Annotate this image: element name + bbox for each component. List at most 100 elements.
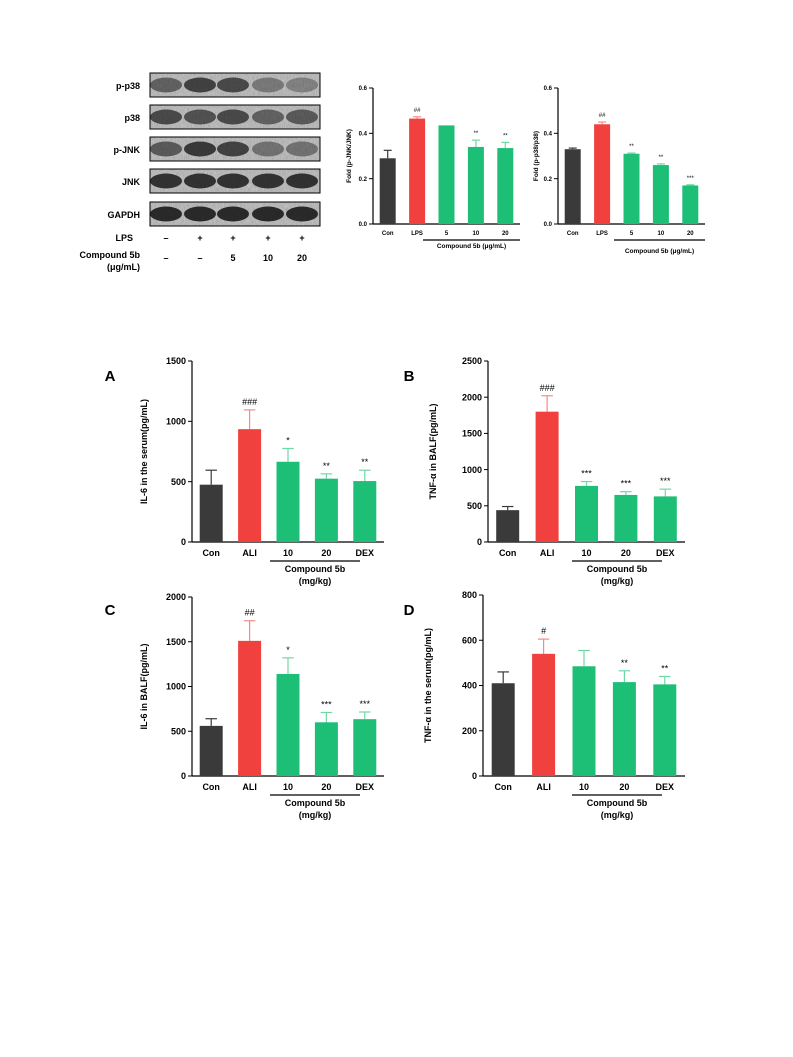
blot-texture [150, 105, 320, 129]
group-unit-label: (mg/kg) [299, 576, 332, 586]
bar-dex [353, 719, 377, 776]
chart-panel-a: 0 500 1000 1500 IL-6 in the serum(pg/mL) Con #… [105, 356, 384, 586]
bar-con [199, 484, 223, 542]
y-axis-label: Fold (p-p38/p38) [533, 131, 540, 181]
y-axis-label: Fold (p-JNK/JNK) [346, 129, 353, 183]
bar-10 [572, 666, 596, 776]
bar-con [496, 510, 520, 542]
bar-20 [612, 682, 636, 776]
x-tick-label: 5 [630, 231, 634, 237]
group-label: Compound 5b [285, 564, 346, 574]
x-tick-label: DEX [356, 782, 375, 792]
lps-value: + [197, 233, 202, 243]
chart-panel-d: 0 200 400 600 800 TNF-α in the serum(pg/mL) Co… [404, 590, 685, 820]
bar-lps [409, 118, 426, 224]
group-label: Compound 5b (μg/mL) [437, 243, 506, 250]
bar-20 [314, 478, 338, 542]
significance-mark: *** [360, 699, 371, 709]
x-tick-label: 10 [579, 782, 589, 792]
bar-ali [238, 429, 262, 542]
x-tick-label: 10 [581, 548, 591, 558]
x-tick-label: 10 [283, 782, 293, 792]
y-tick-label: 0 [472, 771, 477, 781]
x-tick-label: Con [202, 782, 220, 792]
x-tick-label: Con [382, 231, 394, 237]
significance-mark: * [286, 435, 290, 445]
compound-value: – [197, 253, 202, 263]
lps-value: + [230, 233, 235, 243]
significance-mark: ### [540, 383, 555, 393]
x-tick-label: 20 [619, 782, 629, 792]
group-label: Compound 5b (μg/mL) [625, 248, 694, 255]
chart-panel-c: 0 500 1000 1500 2000 IL-6 in BALF(pg/mL) Con ##… [105, 592, 384, 820]
x-tick-label: Con [494, 782, 512, 792]
compound-unit-label: (μg/mL) [107, 262, 140, 272]
bar-5 [438, 125, 455, 224]
lps-value: + [265, 233, 270, 243]
x-tick-label: 20 [687, 231, 694, 237]
y-tick-label: 1000 [166, 416, 186, 426]
blot-texture [150, 202, 320, 226]
y-tick-label: 0.4 [359, 131, 368, 137]
y-tick-label: 0 [477, 537, 482, 547]
significance-mark: *** [321, 699, 332, 709]
x-tick-label: Con [202, 548, 220, 558]
y-tick-label: 1000 [166, 682, 186, 692]
significance-mark: ** [361, 457, 369, 467]
blot-texture [150, 137, 320, 161]
x-tick-label: DEX [356, 548, 375, 558]
western-blot: p-p38 p38 p-JNK JNK GAPDH LPS – + + + + Compound 5b… [80, 72, 321, 272]
y-tick-label: 200 [462, 726, 477, 736]
significance-mark: ## [245, 608, 255, 618]
significance-mark: ** [621, 658, 629, 668]
bar-con [199, 725, 223, 776]
chart-fold-pp38: 0.0 0.2 0.4 0.6 Fold (p-p38/p38) Con ## LPS ** 5 *… [533, 86, 705, 255]
significance-mark: ### [242, 397, 257, 407]
y-axis-label: TNF-α in BALF(pg/mL) [428, 403, 438, 499]
significance-mark: ## [599, 113, 606, 119]
lps-value: – [163, 233, 168, 243]
y-axis-label: TNF-α in the serum(pg/mL) [423, 628, 433, 743]
group-unit-label: (mg/kg) [601, 576, 634, 586]
x-tick-label: 20 [502, 231, 509, 237]
y-tick-label: 500 [171, 726, 186, 736]
y-tick-label: 2500 [462, 356, 482, 366]
y-tick-label: 400 [462, 681, 477, 691]
y-axis-label: IL-6 in the serum(pg/mL) [139, 399, 149, 504]
blot-border [149, 104, 321, 130]
blot-texture [150, 73, 320, 97]
blot-border [149, 136, 321, 162]
blot-row-label: JNK [122, 177, 141, 187]
y-tick-label: 0.6 [544, 86, 553, 92]
y-tick-label: 0.2 [359, 177, 368, 183]
significance-mark: *** [687, 176, 695, 182]
significance-mark: ** [629, 144, 634, 150]
bar-10 [467, 146, 484, 224]
bar-dex [353, 481, 377, 542]
blot-row-label: p38 [124, 113, 140, 123]
y-tick-label: 0.0 [359, 222, 368, 228]
significance-mark: *** [581, 469, 592, 479]
compound-value: – [163, 253, 168, 263]
significance-mark: ** [503, 133, 508, 139]
y-tick-label: 0.6 [359, 86, 368, 92]
bar-10 [652, 165, 669, 224]
significance-mark: ** [661, 663, 669, 673]
significance-mark: ## [414, 108, 421, 114]
y-tick-label: 1500 [462, 429, 482, 439]
y-tick-label: 1000 [462, 465, 482, 475]
group-label: Compound 5b [587, 564, 648, 574]
y-tick-label: 0 [181, 537, 186, 547]
chart-panel-b: 0 500 1000 1500 2000 2500 TNF-α in BALF(pg/mL)… [404, 356, 685, 586]
y-tick-label: 1500 [166, 637, 186, 647]
bar-dex [653, 684, 677, 776]
x-tick-label: Con [499, 548, 517, 558]
significance-mark: ** [323, 461, 331, 471]
panel-letter: B [404, 368, 415, 385]
x-tick-label: 10 [283, 548, 293, 558]
bar-con [491, 683, 515, 776]
bar-ali [532, 653, 556, 776]
blot-row-label: p-p38 [116, 81, 140, 91]
significance-mark: * [286, 645, 290, 655]
y-tick-label: 500 [467, 501, 482, 511]
